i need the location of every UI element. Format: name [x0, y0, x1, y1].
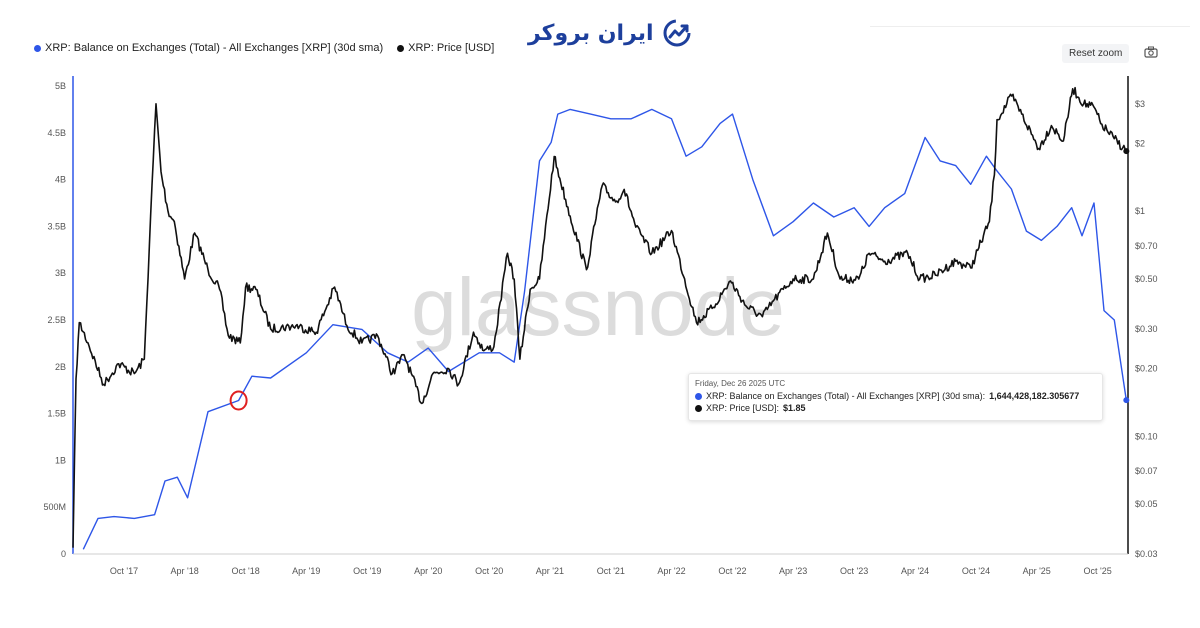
- x-tick-label: Oct '22: [718, 566, 746, 576]
- x-tick-label: Oct '24: [962, 566, 990, 576]
- y-left-tick-label: 4.5B: [47, 128, 66, 138]
- tooltip-row-price: XRP: Price [USD]: $1.85: [695, 403, 1096, 413]
- y-right-tick-label: $0.07: [1135, 466, 1158, 476]
- x-tick-label: Oct '25: [1084, 566, 1112, 576]
- tooltip-price-label: XRP: Price [USD]:: [706, 403, 780, 413]
- y-right-tick-label: $0.70: [1135, 241, 1158, 251]
- camera-icon[interactable]: [1144, 46, 1158, 58]
- x-tick-label: Apr '25: [1023, 566, 1051, 576]
- x-tick-label: Oct '17: [110, 566, 138, 576]
- y-right-tick-label: $0.03: [1135, 549, 1158, 559]
- chart-up-logo-icon: [663, 19, 691, 47]
- tooltip-dot-balance: [695, 392, 702, 400]
- tooltip-date: Friday, Dec 26 2025 UTC: [695, 379, 786, 388]
- x-tick-label: Oct '19: [353, 566, 381, 576]
- tooltip-row-balance: XRP: Balance on Exchanges (Total) - All …: [695, 391, 1096, 401]
- legend-item-balance[interactable]: XRP: Balance on Exchanges (Total) - All …: [34, 42, 383, 54]
- y-right-tick-label: $0.05: [1135, 499, 1158, 509]
- x-tick-label: Apr '24: [901, 566, 929, 576]
- balance-series-line: [82, 108, 1127, 550]
- x-tick-label: Oct '21: [597, 566, 625, 576]
- balance-last-point: [1123, 397, 1130, 404]
- x-tick-label: Apr '19: [292, 566, 320, 576]
- header-divider: [870, 26, 1190, 27]
- legend-dot-balance: [34, 44, 41, 52]
- y-right-tick-label: $1: [1135, 206, 1145, 216]
- y-left-tick-label: 4B: [55, 175, 66, 185]
- x-tick-label: Apr '20: [414, 566, 442, 576]
- tooltip-dot-price: [695, 404, 702, 412]
- tooltip-balance-label: XRP: Balance on Exchanges (Total) - All …: [706, 391, 986, 401]
- legend-label-price: XRP: Price [USD]: [408, 42, 495, 54]
- y-left-tick-label: 500M: [43, 502, 66, 512]
- y-left-tick-label: 1B: [55, 455, 66, 465]
- legend-label-balance: XRP: Balance on Exchanges (Total) - All …: [45, 42, 384, 54]
- x-tick-label: Apr '21: [536, 566, 564, 576]
- y-left-tick-label: 3.5B: [47, 221, 66, 231]
- y-left-tick-label: 2B: [55, 362, 66, 372]
- y-right-tick-label: $0.20: [1135, 364, 1158, 374]
- x-tick-label: Oct '18: [231, 566, 259, 576]
- y-left-tick-label: 5B: [55, 81, 66, 91]
- logo-text: ایران بروکر: [528, 20, 654, 46]
- chart-legend: XRP: Balance on Exchanges (Total) - All …: [34, 42, 494, 54]
- broker-logo: ایران بروکر: [528, 18, 692, 48]
- x-tick-label: Oct '20: [475, 566, 503, 576]
- highlight-circle-annotation: [229, 390, 248, 411]
- watermark-text: glassnode: [411, 262, 785, 353]
- price-series-line: [72, 86, 1127, 548]
- chart-tooltip: Friday, Dec 26 2025 UTC XRP: Balance on …: [688, 373, 1103, 421]
- y-left-tick-label: 2.5B: [47, 315, 66, 325]
- y-right-tick-label: $0.50: [1135, 274, 1158, 284]
- y-right-tick-label: $0.10: [1135, 431, 1158, 441]
- legend-item-price[interactable]: XRP: Price [USD]: [397, 42, 494, 54]
- y-right-tick-label: $0.30: [1135, 324, 1158, 334]
- x-tick-label: Apr '23: [779, 566, 807, 576]
- y-left-tick-label: 3B: [55, 268, 66, 278]
- y-right-tick-label: $2: [1135, 138, 1145, 148]
- tooltip-balance-value: 1,644,428,182.305677: [989, 391, 1080, 401]
- x-tick-label: Apr '18: [171, 566, 199, 576]
- x-tick-label: Apr '22: [657, 566, 685, 576]
- tooltip-price-value: $1.85: [783, 403, 806, 413]
- reset-zoom-button[interactable]: Reset zoom: [1062, 44, 1130, 63]
- y-left-tick-label: 1.5B: [47, 409, 66, 419]
- x-tick-label: Oct '23: [840, 566, 868, 576]
- y-right-tick-label: $3: [1135, 99, 1145, 109]
- legend-dot-price: [397, 44, 405, 52]
- y-left-tick-label: 0: [61, 549, 66, 559]
- price-last-point: [1123, 148, 1130, 155]
